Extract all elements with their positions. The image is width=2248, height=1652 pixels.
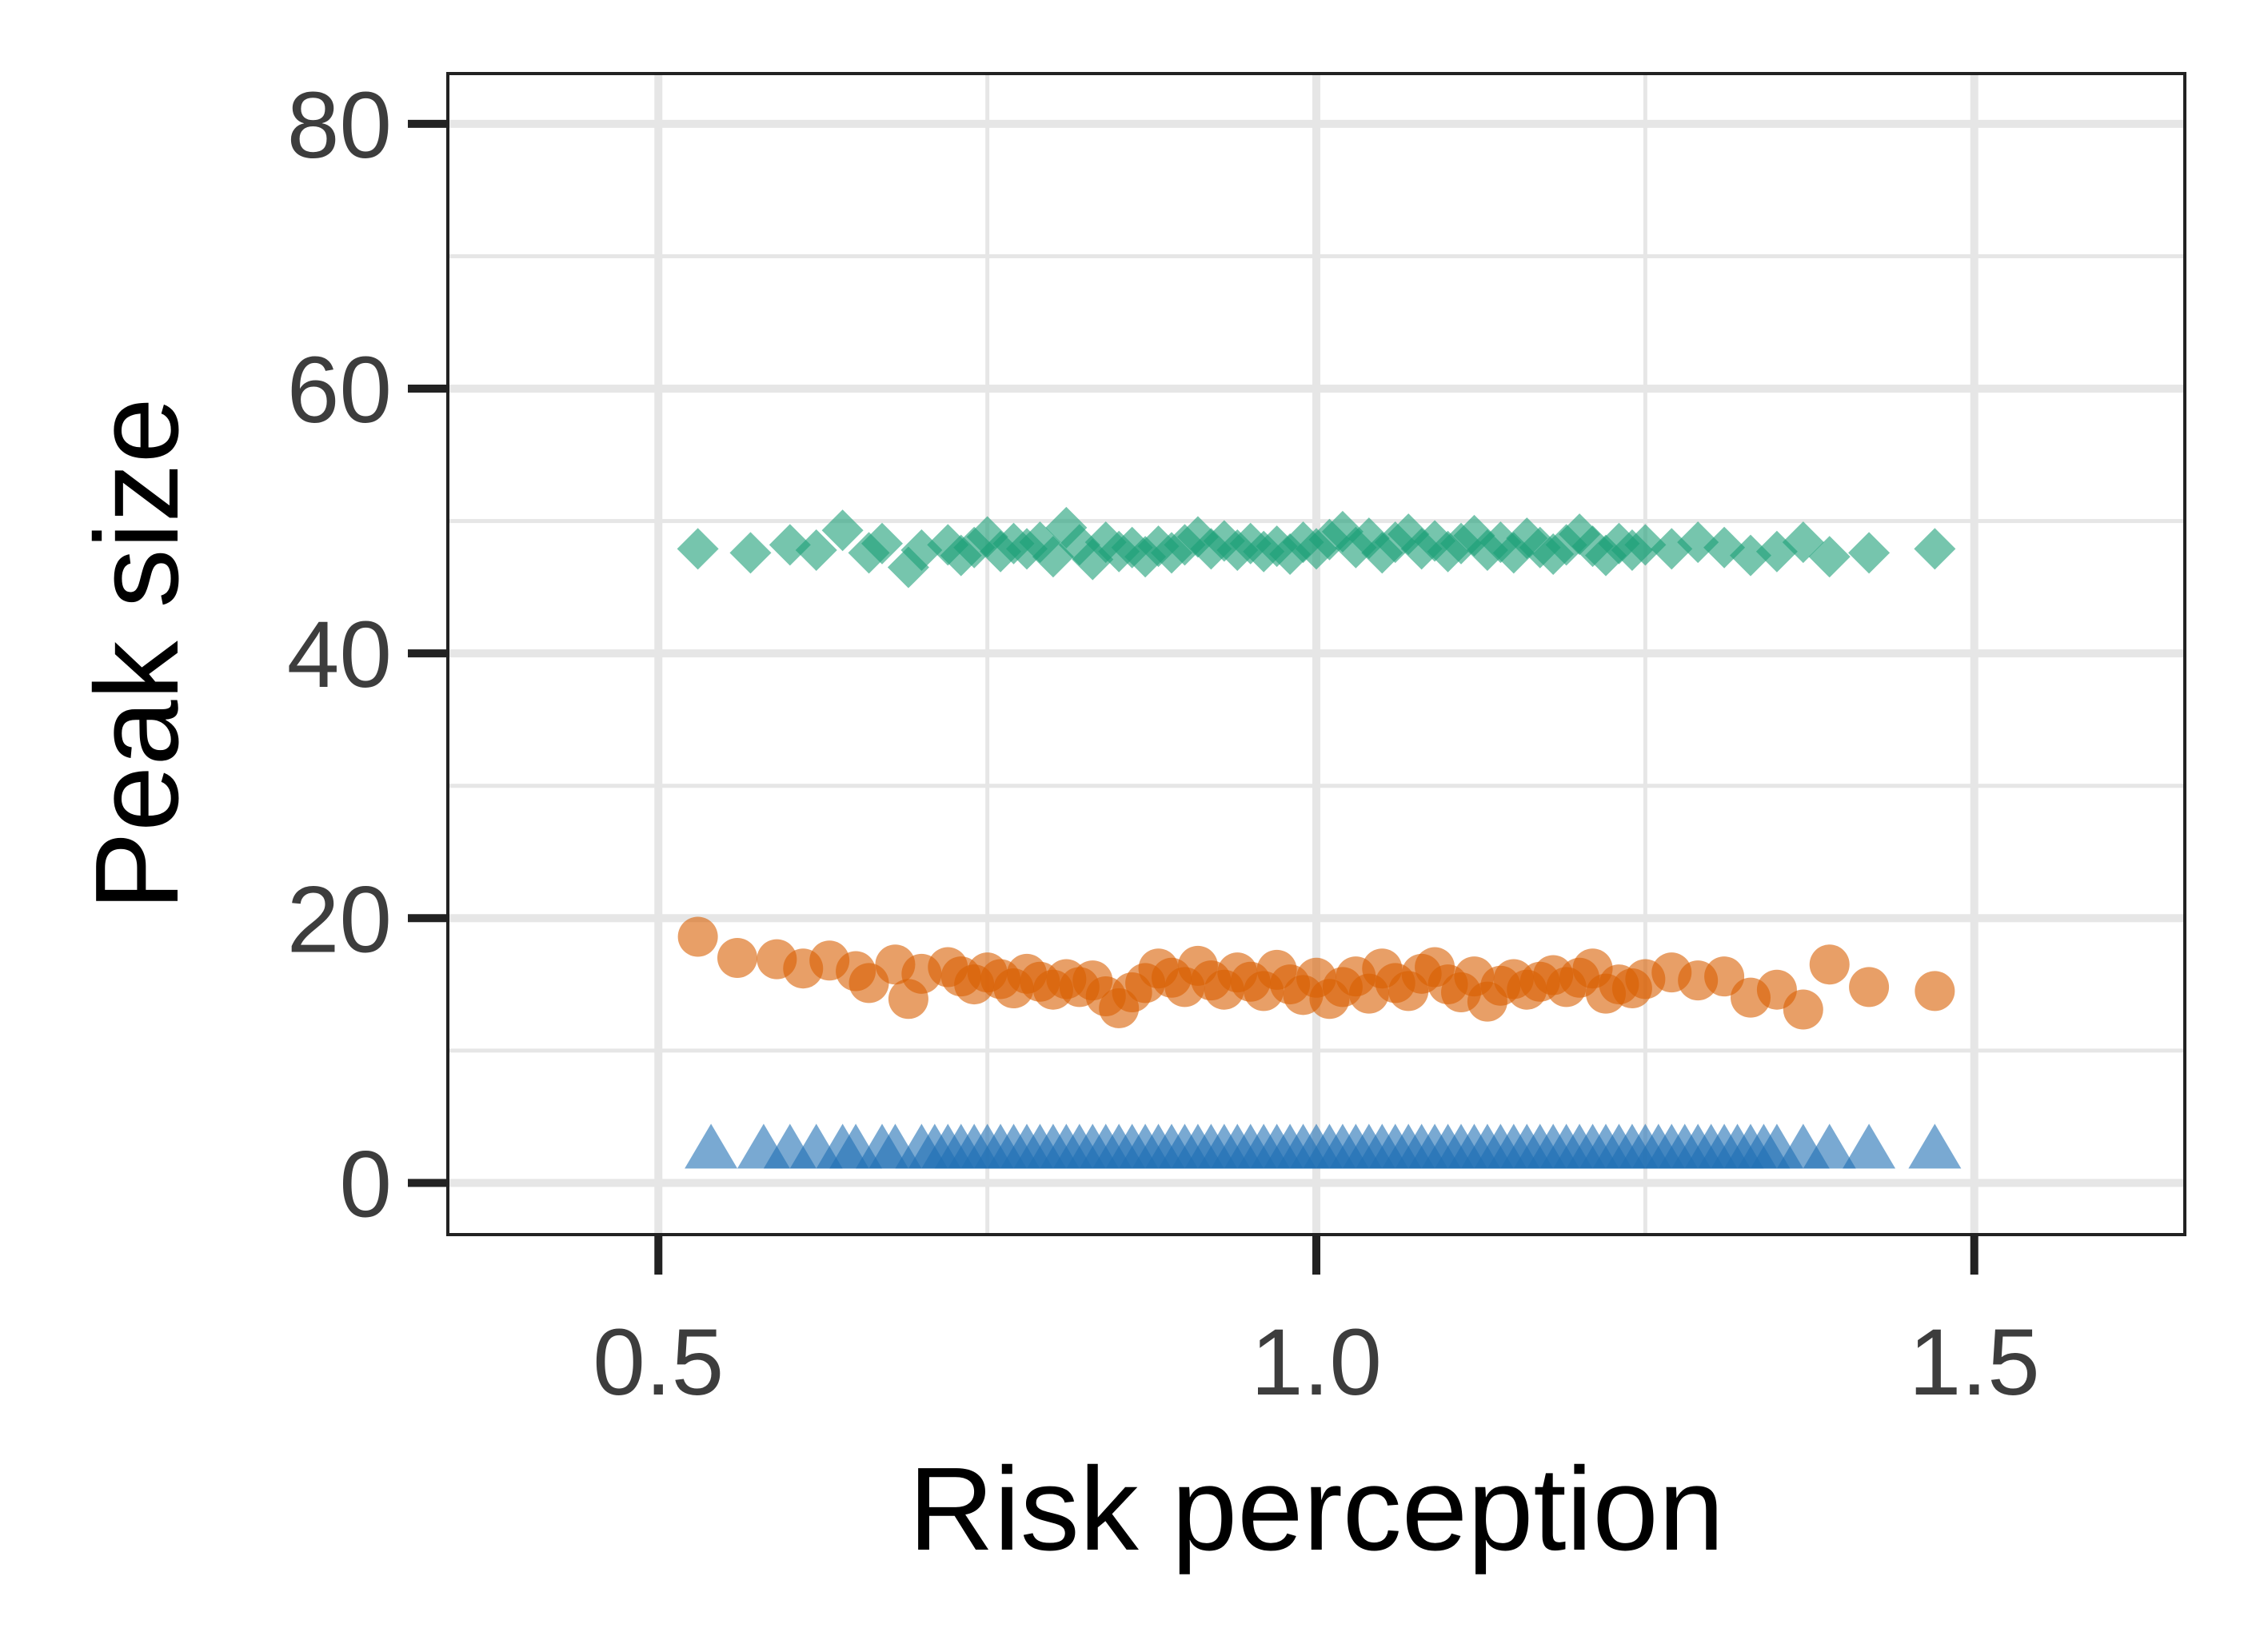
data-point-diamond [1914,528,1956,570]
data-point-triangle [1908,1123,1962,1169]
y-tick-label: 60 [287,337,392,443]
data-point-diamond [821,509,864,552]
x-tick-label: 0.5 [593,1310,724,1415]
data-point-diamond [1848,532,1891,574]
y-axis-title: Peak size [71,397,203,911]
y-tick-label: 80 [287,73,392,178]
y-tick-label: 20 [287,867,392,972]
data-point-circle [1783,989,1823,1030]
data-point-triangle [1843,1123,1896,1169]
data-point-circle [1809,944,1850,985]
data-point-diamond [677,528,719,570]
y-tick-label: 40 [287,602,392,708]
x-tick-label: 1.5 [1909,1310,2040,1415]
grid-lines [448,74,2185,1235]
data-point-diamond [729,532,772,574]
data-point-diamond [1624,524,1667,566]
data-point-diamond [1808,536,1851,578]
data-point-diamond [769,524,811,566]
data-point-circle [1915,971,1955,1012]
x-axis-title: Risk perception [908,1443,1724,1575]
data-point-diamond [1730,534,1771,577]
data-point-circle [717,937,757,978]
data-point-diamond [900,529,943,572]
data-point-triangle [1803,1123,1856,1169]
axes: 0 20 40 60 80 0.5 1.0 1.5 [287,73,2040,1415]
data-point-diamond [1677,521,1719,564]
data-point-circle [677,916,718,957]
data-points [677,506,1962,1169]
y-tick-label: 0 [339,1131,392,1237]
data-point-diamond [795,529,837,572]
data-point-circle [1849,967,1890,1008]
data-point-diamond [861,522,903,565]
data-point-triangle [685,1123,738,1169]
x-tick-label: 1.0 [1251,1310,1382,1415]
